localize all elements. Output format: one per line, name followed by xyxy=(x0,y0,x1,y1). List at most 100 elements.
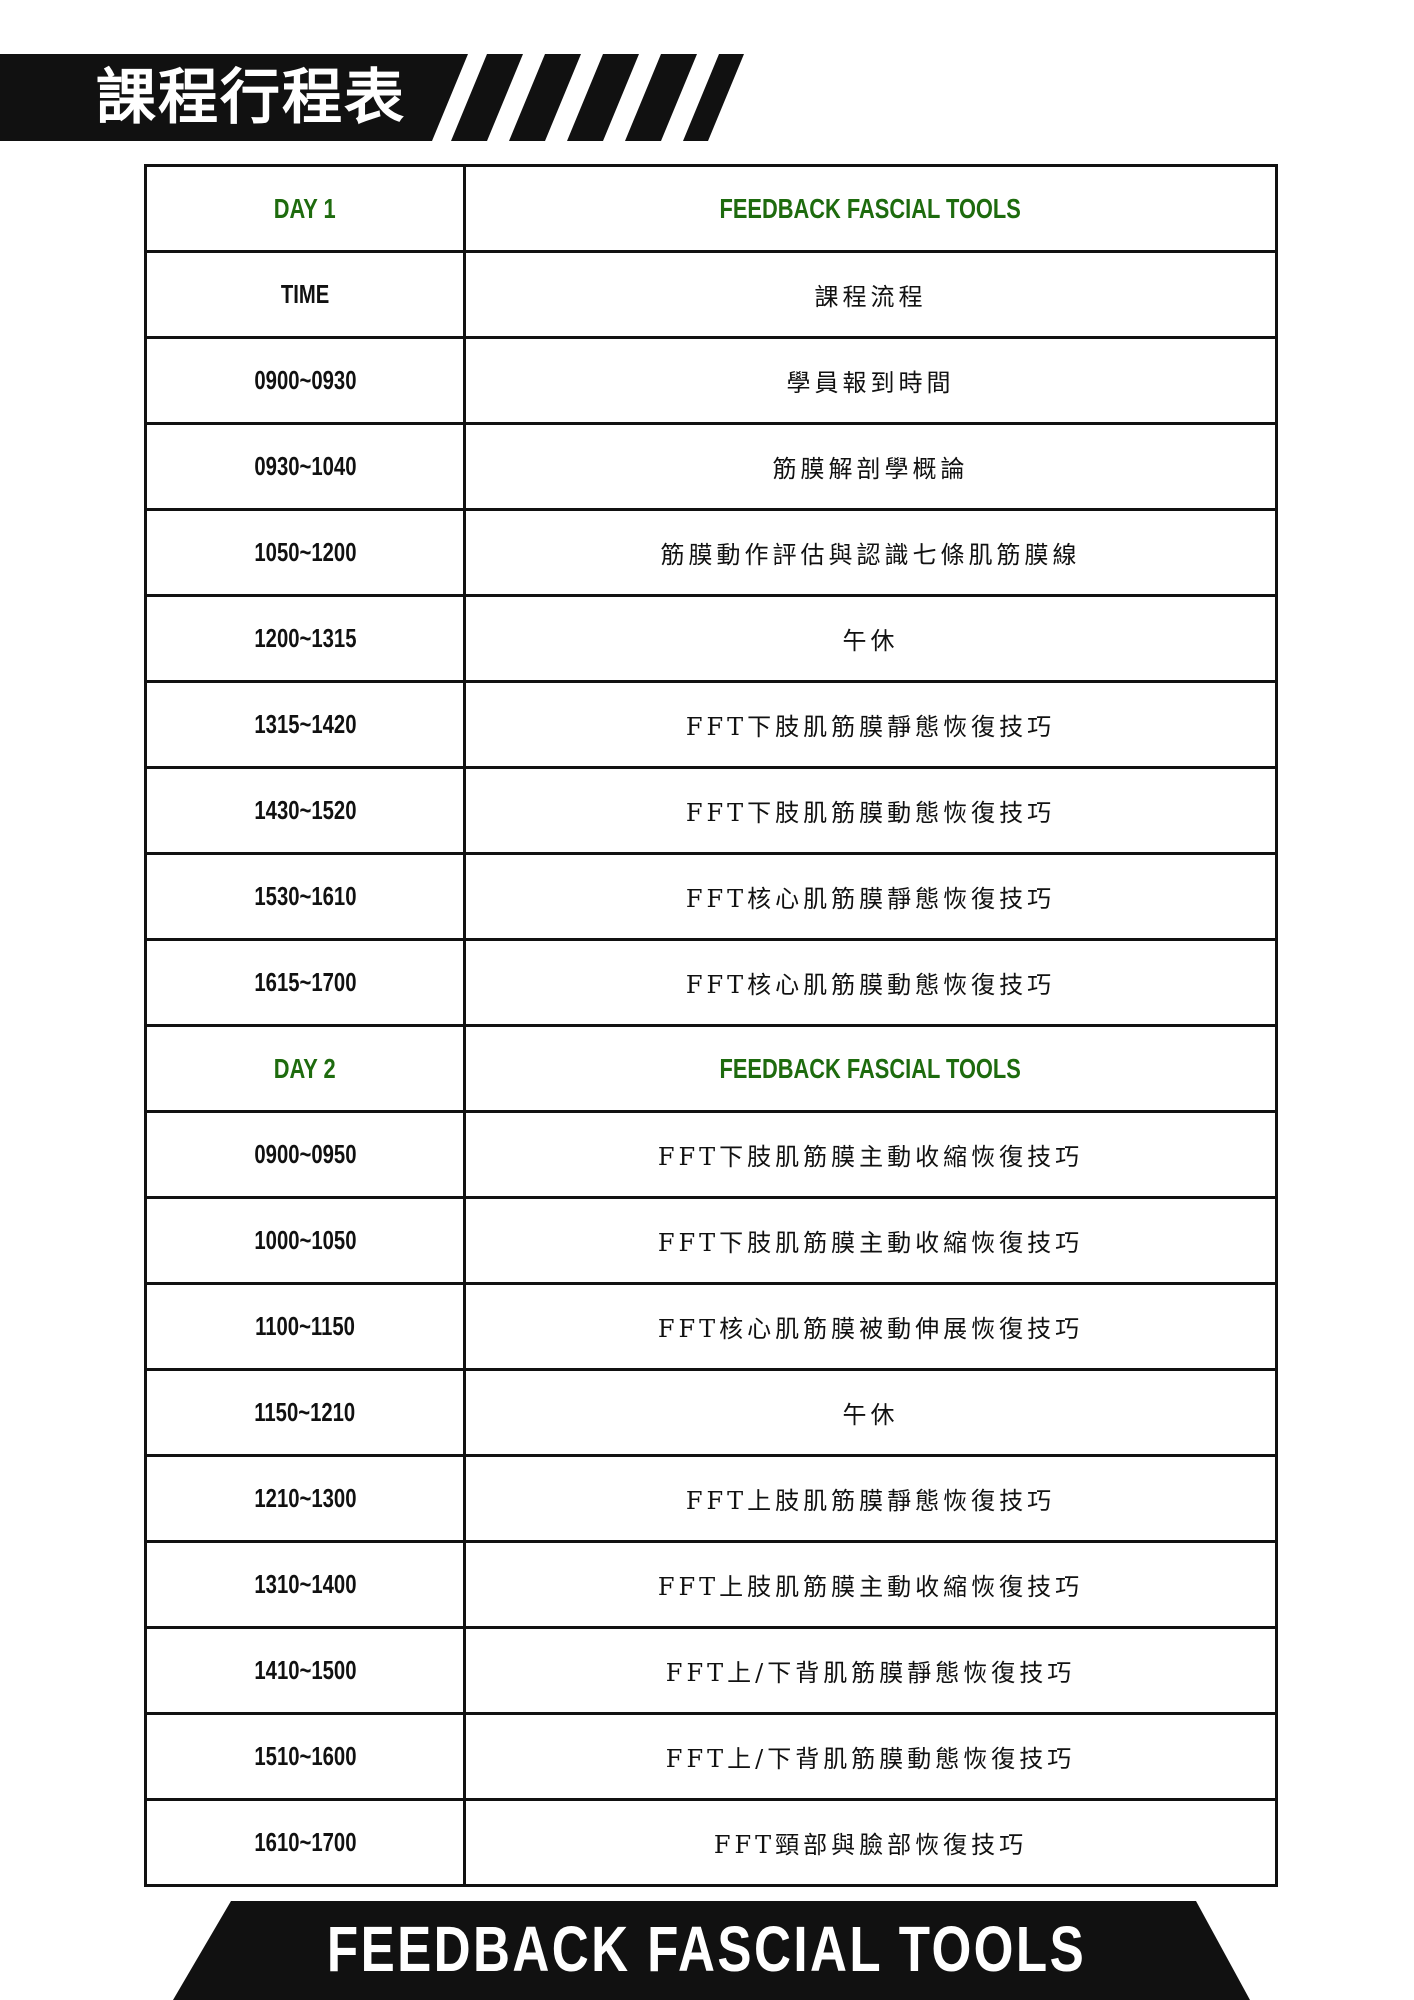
time-cell: TIME xyxy=(147,253,466,336)
content-cell: FFT上肢肌筋膜主動收縮恢復技巧 xyxy=(466,1543,1275,1626)
time-text: 1210~1300 xyxy=(253,1483,357,1513)
content-text: FFT上肢肌筋膜靜態恢復技巧 xyxy=(685,1487,1056,1515)
decorative-stripes xyxy=(451,54,744,141)
time-cell: 1200~1315 xyxy=(147,597,466,680)
time-text: 0900~0930 xyxy=(253,365,357,395)
content-text: FFT下肢肌筋膜靜態恢復技巧 xyxy=(685,713,1056,741)
time-cell: 1510~1600 xyxy=(147,1715,466,1798)
time-cell: 1310~1400 xyxy=(147,1543,466,1626)
content-cell: FFT頸部與臉部恢復技巧 xyxy=(466,1801,1275,1884)
content-cell: FFT上/下背肌筋膜動態恢復技巧 xyxy=(466,1715,1275,1798)
content-text: 課程流程 xyxy=(814,283,927,311)
table-row: 1100~1150 FFT核心肌筋膜被動伸展恢復技巧 xyxy=(147,1282,1275,1368)
course-title: FEEDBACK FASCIAL TOOLS xyxy=(719,1052,1022,1084)
content-text: FFT頸部與臉部恢復技巧 xyxy=(713,1831,1028,1859)
content-cell: FFT核心肌筋膜動態恢復技巧 xyxy=(466,941,1275,1024)
table-row: 1310~1400 FFT上肢肌筋膜主動收縮恢復技巧 xyxy=(147,1540,1275,1626)
footer-title: FEEDBACK FASCIAL TOOLS xyxy=(0,1912,1414,1986)
time-cell: 1530~1610 xyxy=(147,855,466,938)
course-title-cell: FEEDBACK FASCIAL TOOLS xyxy=(466,1027,1275,1110)
time-text: 0930~1040 xyxy=(253,451,357,481)
time-cell: 1150~1210 xyxy=(147,1371,466,1454)
content-text: FFT核心肌筋膜靜態恢復技巧 xyxy=(685,885,1056,913)
content-cell: 課程流程 xyxy=(466,253,1275,336)
content-cell: FFT下肢肌筋膜靜態恢復技巧 xyxy=(466,683,1275,766)
content-text: FFT下肢肌筋膜主動收縮恢復技巧 xyxy=(657,1229,1084,1257)
table-row: 1200~1315 午休 xyxy=(147,594,1275,680)
time-cell: 1100~1150 xyxy=(147,1285,466,1368)
table-row: 1210~1300 FFT上肢肌筋膜靜態恢復技巧 xyxy=(147,1454,1275,1540)
stripe xyxy=(451,54,523,141)
course-title: FEEDBACK FASCIAL TOOLS xyxy=(719,192,1022,224)
page-title: 課程行程表 xyxy=(96,63,406,133)
content-text: 午休 xyxy=(842,1401,899,1429)
stripe xyxy=(509,54,581,141)
time-cell: 1615~1700 xyxy=(147,941,466,1024)
time-cell: 1430~1520 xyxy=(147,769,466,852)
content-cell: FFT核心肌筋膜被動伸展恢復技巧 xyxy=(466,1285,1275,1368)
day-header-row: DAY 2 FEEDBACK FASCIAL TOOLS xyxy=(147,1024,1275,1110)
title-banner xyxy=(0,54,744,141)
table-row: 1430~1520 FFT下肢肌筋膜動態恢復技巧 xyxy=(147,766,1275,852)
table-row: 0930~1040 筋膜解剖學概論 xyxy=(147,422,1275,508)
time-cell: 1050~1200 xyxy=(147,511,466,594)
content-cell: FFT下肢肌筋膜動態恢復技巧 xyxy=(466,769,1275,852)
time-text: 1315~1420 xyxy=(253,709,357,739)
table-row: 1150~1210 午休 xyxy=(147,1368,1275,1454)
time-text: 1530~1610 xyxy=(253,881,357,911)
day-label-cell: DAY 2 xyxy=(147,1027,466,1110)
table-row: 1315~1420 FFT下肢肌筋膜靜態恢復技巧 xyxy=(147,680,1275,766)
content-cell: 筋膜動作評估與認識七條肌筋膜線 xyxy=(466,511,1275,594)
time-cell: 1410~1500 xyxy=(147,1629,466,1712)
table-row: 0900~0950 FFT下肢肌筋膜主動收縮恢復技巧 xyxy=(147,1110,1275,1196)
table-row: TIME 課程流程 xyxy=(147,250,1275,336)
content-cell: 午休 xyxy=(466,1371,1275,1454)
title-bar-background xyxy=(0,54,468,141)
content-text: 午休 xyxy=(842,627,899,655)
stripe xyxy=(567,54,639,141)
time-text: 1615~1700 xyxy=(253,967,357,997)
footer-background xyxy=(173,1901,1250,2000)
time-cell: 1210~1300 xyxy=(147,1457,466,1540)
time-cell: 0900~0950 xyxy=(147,1113,466,1196)
time-text: 1050~1200 xyxy=(253,537,357,567)
content-text: 筋膜解剖學概論 xyxy=(772,455,969,483)
time-cell: 0930~1040 xyxy=(147,425,466,508)
table-row: 1530~1610 FFT核心肌筋膜靜態恢復技巧 xyxy=(147,852,1275,938)
time-text: 1510~1600 xyxy=(253,1741,357,1771)
time-text: 1430~1520 xyxy=(253,795,357,825)
time-text: 0900~0950 xyxy=(253,1139,357,1169)
time-text: 1310~1400 xyxy=(253,1569,357,1599)
time-text: 1410~1500 xyxy=(253,1655,357,1685)
content-cell: 學員報到時間 xyxy=(466,339,1275,422)
content-text: FFT核心肌筋膜動態恢復技巧 xyxy=(685,971,1056,999)
time-cell: 0900~0930 xyxy=(147,339,466,422)
content-text: FFT核心肌筋膜被動伸展恢復技巧 xyxy=(657,1315,1084,1343)
content-cell: FFT上肢肌筋膜靜態恢復技巧 xyxy=(466,1457,1275,1540)
table-row: 1510~1600 FFT上/下背肌筋膜動態恢復技巧 xyxy=(147,1712,1275,1798)
time-cell: 1000~1050 xyxy=(147,1199,466,1282)
table-row: 0900~0930 學員報到時間 xyxy=(147,336,1275,422)
table-row: 1615~1700 FFT核心肌筋膜動態恢復技巧 xyxy=(147,938,1275,1024)
content-text: FFT下肢肌筋膜動態恢復技巧 xyxy=(685,799,1056,827)
content-cell: FFT上/下背肌筋膜靜態恢復技巧 xyxy=(466,1629,1275,1712)
time-text: 1000~1050 xyxy=(253,1225,357,1255)
footer-banner xyxy=(173,1901,1250,2000)
content-cell: FFT核心肌筋膜靜態恢復技巧 xyxy=(466,855,1275,938)
content-cell: FFT下肢肌筋膜主動收縮恢復技巧 xyxy=(466,1113,1275,1196)
stripe xyxy=(625,54,697,141)
footer-title-text: FEEDBACK FASCIAL TOOLS xyxy=(327,1913,1087,1985)
stripe xyxy=(683,54,744,141)
table-row: 1050~1200 筋膜動作評估與認識七條肌筋膜線 xyxy=(147,508,1275,594)
content-cell: FFT下肢肌筋膜主動收縮恢復技巧 xyxy=(466,1199,1275,1282)
table-row: 1000~1050 FFT下肢肌筋膜主動收縮恢復技巧 xyxy=(147,1196,1275,1282)
table-row: 1410~1500 FFT上/下背肌筋膜靜態恢復技巧 xyxy=(147,1626,1275,1712)
content-cell: 筋膜解剖學概論 xyxy=(466,425,1275,508)
day-header-row: DAY 1 FEEDBACK FASCIAL TOOLS xyxy=(147,167,1275,250)
day-label: DAY 2 xyxy=(274,1052,336,1084)
content-text: FFT上肢肌筋膜主動收縮恢復技巧 xyxy=(657,1573,1084,1601)
time-cell: 1315~1420 xyxy=(147,683,466,766)
time-text: TIME xyxy=(280,279,330,309)
content-text: FFT下肢肌筋膜主動收縮恢復技巧 xyxy=(657,1143,1084,1171)
content-text: 筋膜動作評估與認識七條肌筋膜線 xyxy=(660,541,1081,569)
